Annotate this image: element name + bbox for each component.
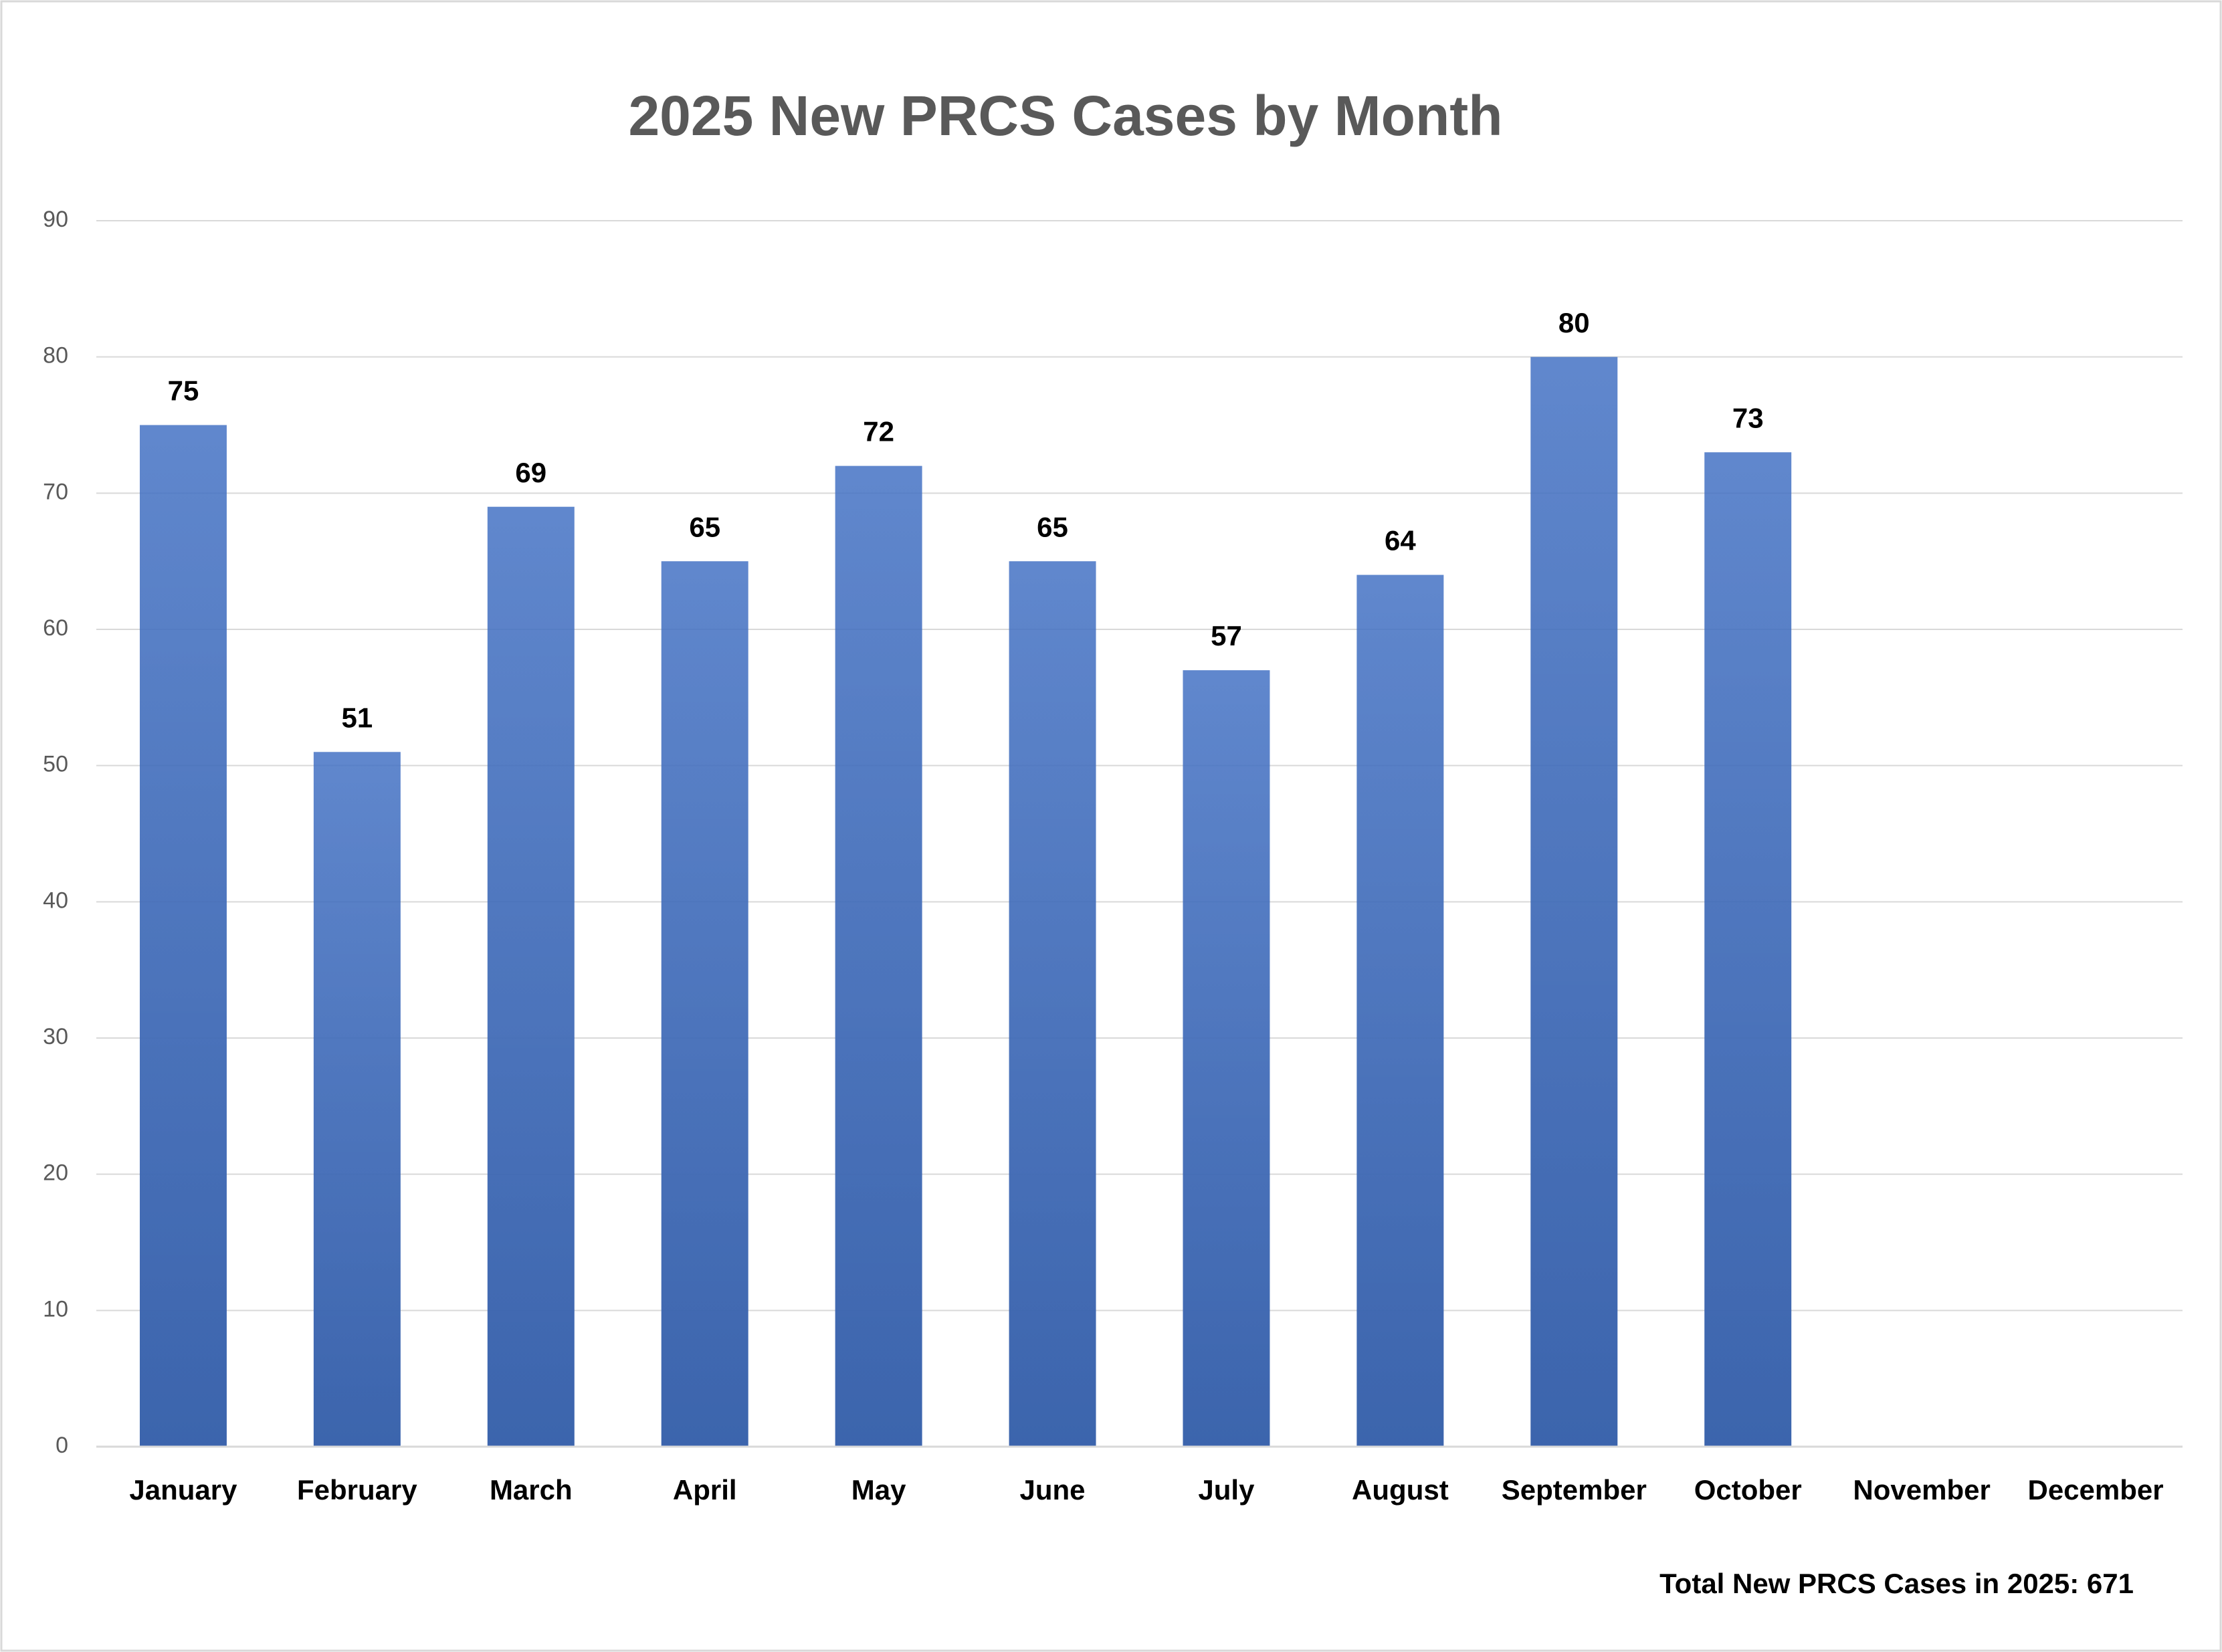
bar-group: [139, 425, 227, 1447]
y-tick-label: 80: [43, 343, 68, 369]
x-tick-label: September: [1502, 1474, 1647, 1506]
bar-shade: [313, 752, 401, 1447]
x-tick-label: May: [851, 1474, 906, 1506]
x-tick-label: February: [297, 1474, 417, 1506]
annotation: Total New PRCS Cases in 2025: 671: [1659, 1568, 2134, 1599]
value-label: 80: [1558, 307, 1590, 338]
x-tick-label: December: [2027, 1474, 2163, 1506]
x-tick-label: August: [1352, 1474, 1449, 1506]
y-tick-label: 10: [43, 1296, 68, 1322]
y-tick-label: 50: [43, 752, 68, 777]
value-label: 72: [863, 416, 894, 447]
value-label: 64: [1385, 525, 1416, 556]
bar-shade: [1009, 561, 1096, 1447]
y-tick-label: 20: [43, 1160, 68, 1186]
bar-group: [1356, 575, 1444, 1447]
x-tick-label: June: [1020, 1474, 1086, 1506]
bar-shade: [1530, 356, 1618, 1447]
x-tick-label: April: [673, 1474, 737, 1506]
bar-shade: [1183, 670, 1270, 1447]
bar-group: [313, 752, 401, 1447]
bar-shade: [835, 466, 922, 1447]
y-tick-label: 70: [43, 479, 68, 504]
y-tick-label: 30: [43, 1024, 68, 1049]
value-label: 51: [342, 702, 373, 733]
x-tick-label: October: [1694, 1474, 1802, 1506]
x-tick-label: July: [1198, 1474, 1255, 1506]
bar-group: [661, 561, 748, 1447]
bar-shade: [487, 506, 575, 1447]
value-label: 75: [168, 375, 199, 407]
value-label: 69: [515, 457, 546, 488]
value-label: 65: [689, 511, 720, 542]
bar-shade: [1704, 452, 1792, 1447]
bar-shade: [139, 425, 227, 1447]
y-tick-label: 60: [43, 615, 68, 641]
bar-shade: [1356, 575, 1444, 1447]
bar-group: [1183, 670, 1270, 1447]
chart-title: 2025 New PRCS Cases by Month: [628, 84, 1502, 147]
bar-group: [1704, 452, 1792, 1447]
y-tick-label: 90: [43, 207, 68, 232]
y-tick-label: 0: [56, 1433, 68, 1458]
bar-group: [487, 506, 575, 1447]
x-tick-label: January: [129, 1474, 237, 1506]
value-label: 57: [1211, 620, 1242, 651]
value-label: 73: [1732, 402, 1764, 433]
x-tick-label: March: [490, 1474, 573, 1506]
bar-group: [1009, 561, 1096, 1447]
x-tick-label: November: [1853, 1474, 1990, 1506]
bar-shade: [661, 561, 748, 1447]
value-label: 65: [1037, 511, 1068, 542]
bar-group: [835, 466, 922, 1447]
bar-group: [1530, 356, 1618, 1447]
y-tick-label: 40: [43, 888, 68, 913]
